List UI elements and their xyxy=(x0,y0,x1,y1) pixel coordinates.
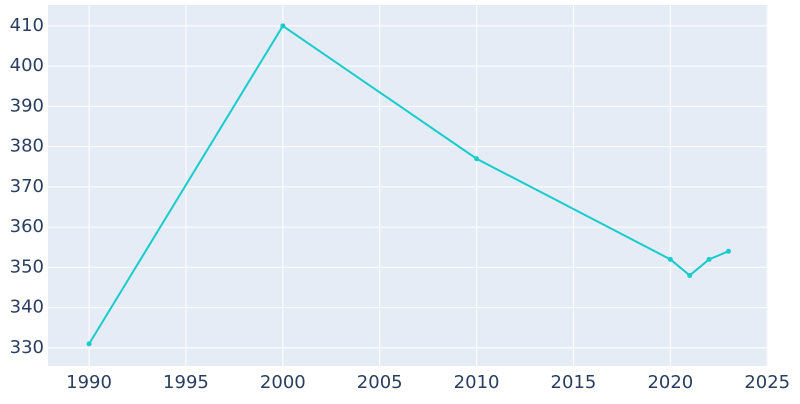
x-tick-label: 2025 xyxy=(744,372,790,393)
marker xyxy=(706,256,712,262)
x-tick-label: 2020 xyxy=(647,372,693,393)
x-tick-label: 2015 xyxy=(551,372,597,393)
marker xyxy=(280,23,286,29)
y-tick-label: 370 xyxy=(10,176,44,197)
y-tick-label: 400 xyxy=(10,55,44,76)
marker xyxy=(667,256,673,262)
y-tick-label: 360 xyxy=(10,216,44,237)
x-tick-label: 1995 xyxy=(163,372,209,393)
y-tick-label: 410 xyxy=(10,15,44,36)
y-tick-label: 390 xyxy=(10,95,44,116)
x-tick-label: 2010 xyxy=(454,372,500,393)
marker xyxy=(474,156,480,162)
marker xyxy=(687,272,693,278)
x-tick-label: 2000 xyxy=(260,372,306,393)
y-tick-label: 340 xyxy=(10,297,44,318)
marker xyxy=(86,341,92,347)
x-tick-label: 2005 xyxy=(357,372,403,393)
y-tick-label: 380 xyxy=(10,136,44,157)
marker xyxy=(725,248,731,254)
y-tick-label: 350 xyxy=(10,256,44,277)
x-tick-label: 1990 xyxy=(66,372,112,393)
y-tick-label: 330 xyxy=(10,337,44,358)
plot-area xyxy=(48,5,768,366)
